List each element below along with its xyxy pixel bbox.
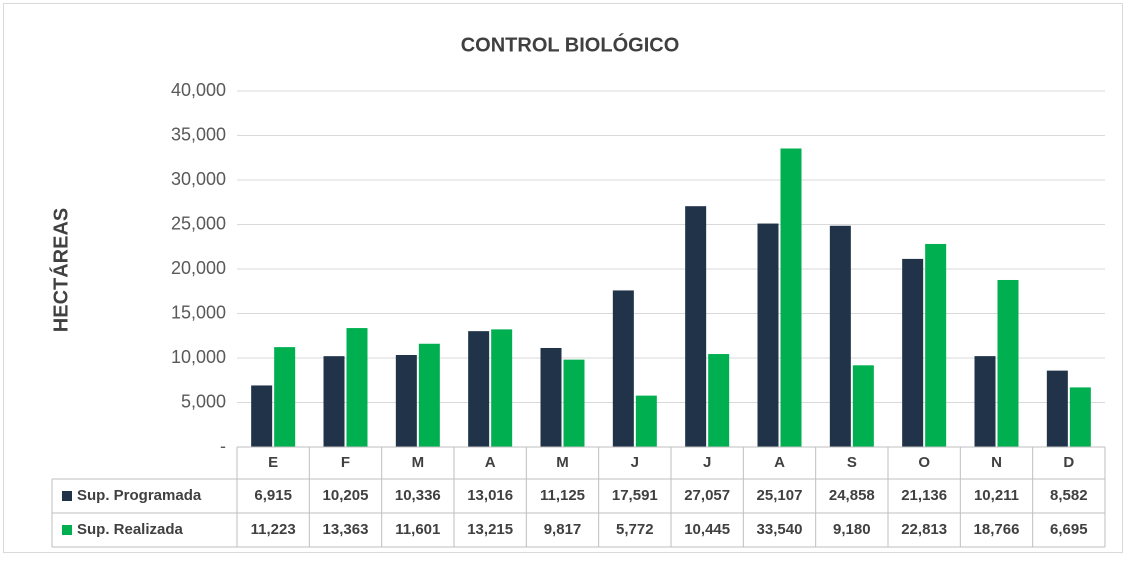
bar (540, 347, 562, 447)
bar (635, 395, 657, 447)
y-tick-label: 40,000 (171, 80, 226, 100)
table-value: 9,180 (833, 521, 871, 538)
bar (612, 290, 634, 447)
bar (491, 329, 513, 447)
bar (563, 359, 585, 447)
bar (757, 223, 779, 447)
x-tick-label: O (918, 454, 930, 471)
table-value: 13,215 (467, 521, 513, 538)
table-value: 21,136 (901, 487, 947, 504)
legend-label: Sup. Programada (77, 487, 202, 504)
y-tick-label: 20,000 (171, 258, 226, 278)
bar (468, 331, 490, 447)
y-tick-label: - (220, 436, 226, 456)
table-value: 10,205 (323, 487, 369, 504)
y-tick-label: 30,000 (171, 169, 226, 189)
x-tick-label: A (485, 454, 496, 471)
bar (902, 258, 924, 447)
y-tick-label: 15,000 (171, 302, 226, 322)
bar (1046, 370, 1068, 447)
bar (418, 343, 440, 447)
bar (925, 243, 947, 447)
table-value: 5,772 (616, 521, 654, 538)
x-tick-label: N (991, 454, 1002, 471)
x-tick-label: J (631, 454, 639, 471)
y-tick-label: 5,000 (181, 391, 226, 411)
x-tick-label: M (556, 454, 569, 471)
table-value: 10,445 (684, 521, 730, 538)
table-value: 18,766 (974, 521, 1020, 538)
bar (708, 354, 730, 447)
table-value: 27,057 (684, 487, 730, 504)
table-value: 33,540 (757, 521, 803, 538)
table-value: 8,582 (1050, 487, 1088, 504)
table-value: 13,363 (323, 521, 369, 538)
table-value: 11,223 (251, 521, 296, 538)
table-value: 10,336 (395, 487, 441, 504)
bar (395, 355, 417, 447)
table-value: 6,695 (1050, 521, 1088, 538)
table-value: 11,601 (395, 521, 440, 538)
bar (251, 385, 273, 447)
y-tick-label: 35,000 (171, 124, 226, 144)
bar (274, 347, 296, 447)
x-tick-label: M (412, 454, 425, 471)
bar (780, 148, 802, 447)
bar (323, 356, 345, 447)
chart-title: CONTROL BIOLÓGICO (461, 32, 680, 56)
y-tick-label: 25,000 (171, 213, 226, 233)
bar (974, 356, 996, 447)
bar (685, 206, 707, 447)
bar (829, 225, 851, 447)
legend-key (62, 491, 72, 501)
y-tick-label: 10,000 (171, 347, 226, 367)
table-value: 17,591 (612, 487, 658, 504)
table-value: 9,817 (544, 521, 582, 538)
x-tick-label: S (847, 454, 857, 471)
table-value: 11,125 (540, 487, 585, 504)
x-tick-label: E (268, 454, 278, 471)
table-value: 25,107 (757, 487, 803, 504)
bar (346, 328, 368, 447)
bar (852, 365, 874, 447)
y-axis-label: HECTÁREAS (49, 208, 72, 332)
legend-key (62, 525, 72, 535)
table-value: 24,858 (829, 487, 875, 504)
x-tick-label: J (703, 454, 711, 471)
table-value: 10,211 (974, 487, 1019, 504)
table-value: 13,016 (467, 487, 513, 504)
bar (997, 279, 1019, 447)
x-tick-label: D (1063, 454, 1074, 471)
legend-label: Sup. Realizada (77, 521, 184, 538)
x-tick-label: F (341, 454, 350, 471)
table-value: 6,915 (254, 487, 292, 504)
x-tick-label: A (774, 454, 785, 471)
bar (1069, 387, 1091, 447)
table-value: 22,813 (901, 521, 947, 538)
